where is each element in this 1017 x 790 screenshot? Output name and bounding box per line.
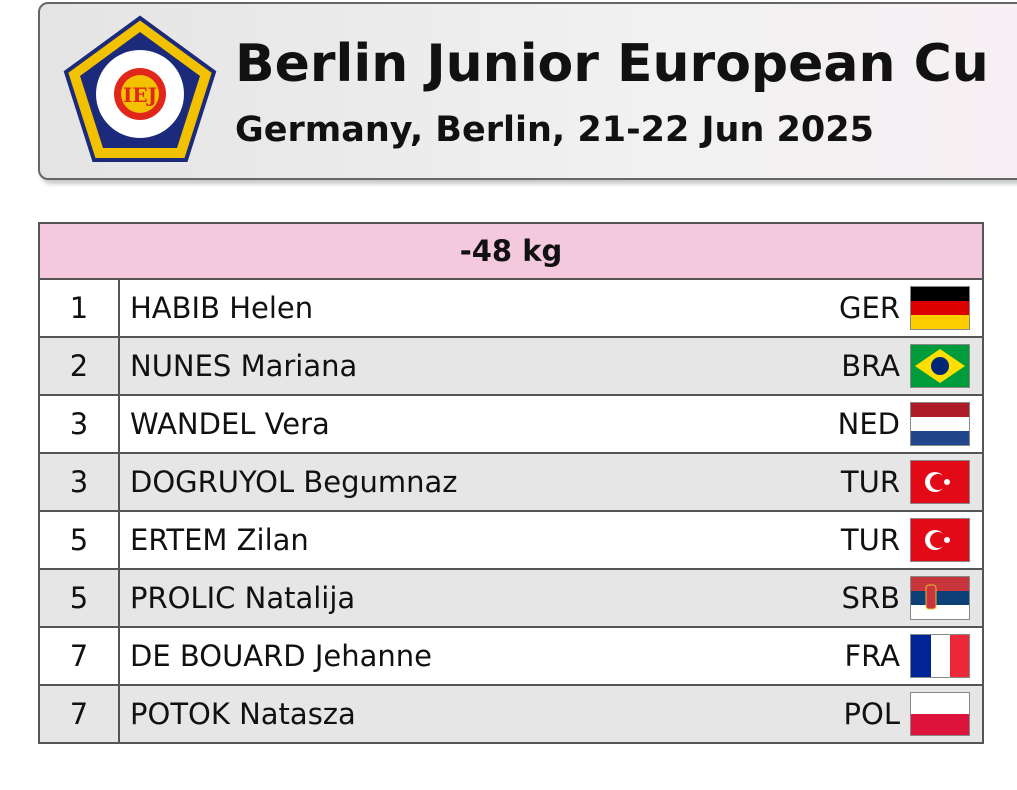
flag	[910, 576, 970, 620]
flag	[910, 634, 970, 678]
rank: 1	[38, 278, 120, 338]
athlete: NUNES Mariana	[118, 336, 820, 396]
header: IEJ Berlin Junior European Cu Germany, B…	[38, 2, 1017, 180]
flag	[910, 402, 970, 446]
country: FRA	[844, 639, 901, 673]
flag	[910, 518, 970, 562]
svg-text:IEJ: IEJ	[123, 83, 157, 107]
flag	[910, 692, 970, 736]
rank: 7	[38, 626, 120, 686]
row: 3 DOGRUYOL Begumnaz TUR	[38, 452, 984, 512]
subtitle: Germany, Berlin, 21-22 Jun 2025	[235, 110, 874, 150]
category-header: -48 kg	[38, 222, 984, 280]
flag	[910, 344, 970, 388]
row: 7 POTOK Natasza POL	[38, 684, 984, 744]
rank: 3	[38, 452, 120, 512]
country: TUR	[840, 465, 900, 499]
row: 3 WANDEL Vera NED	[38, 394, 984, 454]
country: POL	[843, 697, 900, 731]
rank: 5	[38, 568, 120, 628]
country: SRB	[841, 581, 900, 615]
row: 5 PROLIC Natalija SRB	[38, 568, 984, 628]
rank: 3	[38, 394, 120, 454]
athlete: DE BOUARD Jehanne	[118, 626, 820, 686]
rank: 7	[38, 684, 120, 744]
row: 1 HABIB Helen GER	[38, 278, 984, 338]
flag	[910, 286, 970, 330]
athlete: HABIB Helen	[118, 278, 820, 338]
country: NED	[837, 407, 900, 441]
rank: 5	[38, 510, 120, 570]
athlete: PROLIC Natalija	[118, 568, 820, 628]
logo: IEJ	[63, 15, 217, 162]
athlete: WANDEL Vera	[118, 394, 820, 454]
flag	[910, 460, 970, 504]
athlete: ERTEM Zilan	[118, 510, 820, 570]
athlete: DOGRUYOL Begumnaz	[118, 452, 820, 512]
country: BRA	[841, 349, 900, 383]
athlete: POTOK Natasza	[118, 684, 820, 744]
row: 5 ERTEM Zilan TUR	[38, 510, 984, 570]
country: GER	[839, 291, 900, 325]
row: 7 DE BOUARD Jehanne FRA	[38, 626, 984, 686]
results-table: -48 kg 1 HABIB Helen GER 2 NUNES Mariana BRA…	[38, 222, 984, 744]
country: TUR	[840, 523, 900, 557]
rank: 2	[38, 336, 120, 396]
title: Berlin Junior European Cu	[235, 34, 989, 94]
row: 2 NUNES Mariana BRA	[38, 336, 984, 396]
